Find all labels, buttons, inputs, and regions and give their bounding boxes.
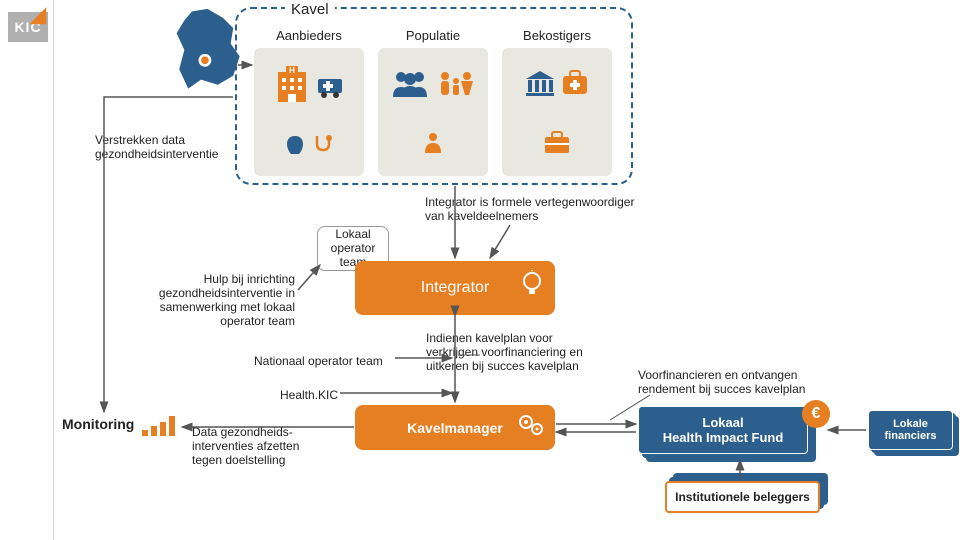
gears-icon xyxy=(517,413,545,443)
kavelmanager-box: Kavelmanager xyxy=(355,405,555,450)
logo: KIC xyxy=(6,8,50,46)
lokale-financiers-label: Lokale financiers xyxy=(871,418,950,442)
stethoscope-icon xyxy=(311,134,335,158)
col-aanbieders: H xyxy=(254,48,364,176)
col-bekostigers xyxy=(502,48,612,176)
euro-icon: € xyxy=(802,400,830,428)
monitoring-label: Monitoring xyxy=(62,416,134,432)
bars-icon xyxy=(142,412,176,436)
briefcase-icon xyxy=(542,130,572,156)
indienen-label: Indienen kavelplan voor verkrijgen voorf… xyxy=(426,331,601,373)
integrator-label: Integrator xyxy=(421,279,489,297)
hulp-label: Hulp bij inrichting gezondheidsintervent… xyxy=(135,272,295,328)
col-head-bekostigers: Bekostigers xyxy=(502,28,612,43)
institutionele-box: Institutionele beleggers xyxy=(665,481,820,513)
voorfinancieren-label: Voorfinancieren en ontvangen rendement b… xyxy=(638,368,853,396)
data-afzetten-label: Data gezondheids-interventies afzetten t… xyxy=(192,425,322,467)
integrator-box: Integrator xyxy=(355,261,555,315)
brain-icon xyxy=(283,134,307,158)
lokale-financiers-box: Lokale financiers xyxy=(868,410,953,450)
col-head-aanbieders: Aanbieders xyxy=(254,28,364,43)
verstrekken-label: Verstrekken data gezondheidsinterventie xyxy=(95,133,235,161)
col-populatie xyxy=(378,48,488,176)
bank-icon xyxy=(524,69,556,97)
integrator-note: Integrator is formele vertegenwoordiger … xyxy=(425,195,655,223)
col-head-populatie: Populatie xyxy=(378,28,488,43)
hospital-icon: H xyxy=(272,66,312,106)
family-icon xyxy=(435,69,477,97)
ambulance-icon xyxy=(316,73,346,99)
fund-label: Lokaal Health Impact Fund xyxy=(663,415,784,445)
kavel-title: Kavel xyxy=(285,1,335,18)
person-icon xyxy=(421,131,445,155)
healthkic-label: Health.KIC xyxy=(280,388,338,402)
svg-text:H: H xyxy=(289,66,295,75)
lightbulb-icon xyxy=(519,270,545,307)
nationaal-operator-label: Nationaal operator team xyxy=(254,354,383,368)
vertical-divider xyxy=(53,0,54,540)
institutionele-label: Institutionele beleggers xyxy=(675,490,810,504)
medkit-icon xyxy=(560,68,590,98)
people-group-icon xyxy=(389,69,431,97)
fund-box: Lokaal Health Impact Fund xyxy=(638,406,808,454)
kavelmanager-label: Kavelmanager xyxy=(407,420,503,436)
